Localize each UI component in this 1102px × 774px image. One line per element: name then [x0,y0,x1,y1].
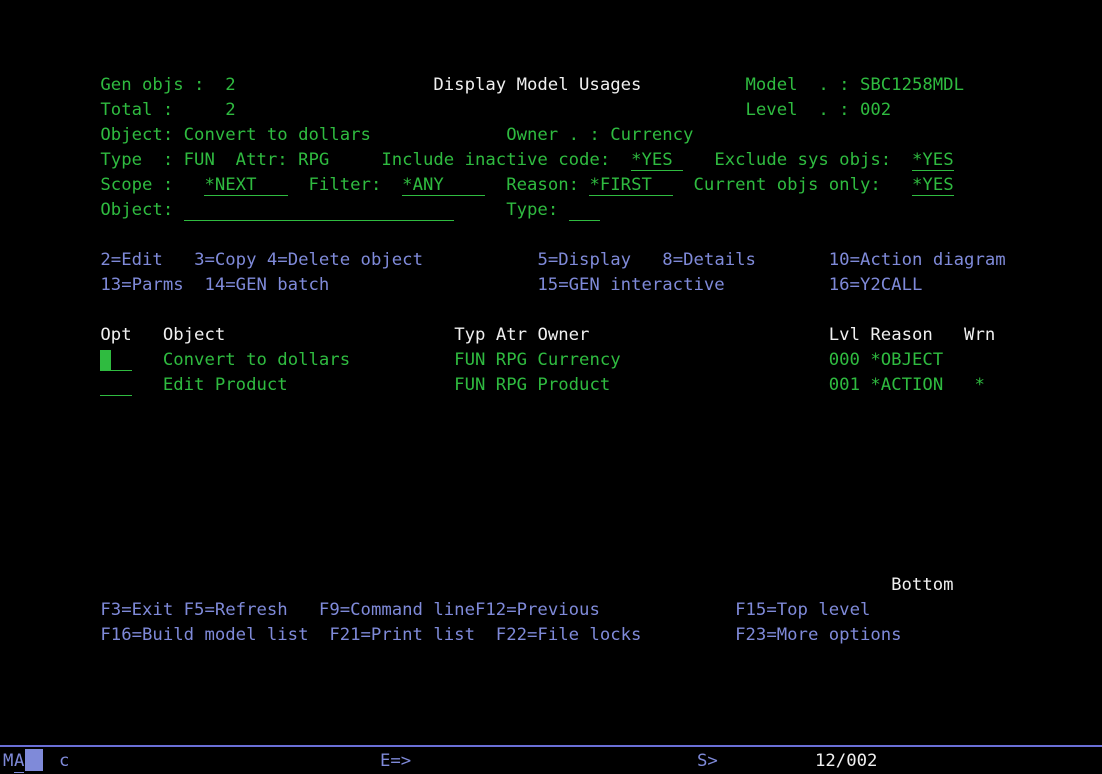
value-total: 2 [225,100,236,120]
input-exclude-sys-objs[interactable]: *YES [912,150,954,171]
field-model: Model . : SBC1258MDL [745,75,965,95]
terminal-row-9: 13=Parms 14=GEN batch 15=GEN interactive… [90,273,922,298]
input-object[interactable] [183,200,455,221]
col-header-reason: Reason [870,325,933,345]
cell-owner-2: Product [537,375,611,395]
label-include-inactive-code: Include inactive code: [381,150,611,170]
label-total: Total : [100,100,174,120]
option-4-delete-object: 4=Delete object [266,250,423,270]
input-scope[interactable]: *NEXT [204,175,288,196]
input-current-objs-only[interactable]: *YES [912,175,954,196]
fkey-f16-build-model-list: F16=Build model list [100,625,309,645]
option-5-display: 5=Display [537,250,632,270]
col-header-wrn: Wrn [964,325,996,345]
fkey-f12-previous: F12=Previous [475,600,600,620]
cell-atr-2: RPG [495,375,528,395]
oia-error-indicator: E=> [380,751,412,771]
option-2-edit: 2=Edit [100,250,163,270]
fkey-f23-more-options: F23=More options [735,625,902,645]
terminal-row-1: Gen objs : 2 Display Model Usages Model … [90,73,964,98]
fkey-f22-file-locks: F22=File locks [495,625,642,645]
terminal-row-13: Edit Product FUN RPG Product 001 *ACTION… [90,373,985,398]
fkey-f5-refresh: F5=Refresh [183,600,288,620]
cell-lvl-1: 000 [828,350,860,370]
terminal-row-21: Bottom [90,573,954,598]
field-type-attr: Type : FUN Attr: RPG [100,150,330,170]
col-header-lvl: Lvl [828,325,860,345]
label-object-entry: Object: [100,200,174,220]
cell-lvl-2: 001 [828,375,860,395]
cell-owner-1: Currency [537,350,621,370]
field-object-name: Object: Convert to dollars [100,125,371,145]
input-filter[interactable]: *ANY [402,175,486,196]
cell-wrn-2: * [974,375,985,395]
terminal-row-22: F3=Exit F5=Refresh F9=Command lineF12=Pr… [90,598,870,623]
terminal-row-12: Convert to dollars FUN RPG Currency 000 … [90,348,943,373]
fkey-f9-command-line: F9=Command line [318,600,475,620]
fkey-f3-exit: F3=Exit [100,600,174,620]
col-header-object: Object [162,325,226,345]
cell-object-2: Edit Product [162,375,288,395]
text-cursor [100,350,112,370]
cell-object-1: Convert to dollars [162,350,351,370]
label-gen-objs: Gen objs : [100,75,205,95]
oia-separator-line [0,745,1102,747]
terminal-row-2: Total : 2 Level . : 002 [90,98,891,123]
label-current-objs-only: Current objs only: [693,175,881,195]
oia-keyboard-indicator: A [14,751,25,773]
cell-reason-1: *OBJECT [870,350,944,370]
terminal-row-4: Type : FUN Attr: RPG Include inactive co… [90,148,954,173]
label-exclude-sys-objs: Exclude sys objs: [714,150,892,170]
oia-mode-indicator: c [59,751,70,771]
option-10-action-diagram: 10=Action diagram [828,250,1006,270]
input-reason[interactable]: *FIRST [589,175,673,196]
terminal-row-6: Object: Type: [90,198,600,223]
terminal-row-23: F16=Build model list F21=Print list F22=… [90,623,902,648]
oia-message-indicator: M [3,751,14,771]
option-16-y2call: 16=Y2CALL [828,275,923,295]
cell-atr-1: RPG [495,350,528,370]
oia-system-indicator: S> [697,751,718,771]
list-position-indicator: Bottom [891,575,954,595]
col-header-owner: Owner [537,325,590,345]
fkey-f15-top-level: F15=Top level [735,600,871,620]
terminal-row-11: Opt Object Typ Atr Owner Lvl Reason Wrn [90,323,995,348]
terminal-row-8: 2=Edit 3=Copy 4=Delete object 5=Display … [90,248,1006,273]
input-opt-row-2[interactable] [100,375,132,396]
col-header-opt: Opt [100,325,132,345]
input-include-inactive-code[interactable]: *YES [631,150,684,171]
cell-reason-2: *ACTION [870,375,944,395]
option-15-gen-interactive: 15=GEN interactive [537,275,725,295]
label-scope: Scope : [100,175,174,195]
fkey-f21-print-list: F21=Print list [329,625,475,645]
terminal-row-5: Scope : *NEXT Filter: *ANY Reason: *FIRS… [90,173,954,198]
option-3-copy: 3=Copy [194,250,257,270]
col-header-typ: Typ [454,325,486,345]
col-header-atr: Atr [495,325,528,345]
input-type[interactable] [568,200,600,221]
option-13-parms: 13=Parms [100,275,184,295]
label-reason: Reason: [506,175,580,195]
terminal-row-3: Object: Convert to dollars Owner . : Cur… [90,123,693,148]
oia-cursor-position: 12/002 [815,751,878,771]
cell-typ-2: FUN [454,375,486,395]
oia-input-inhibit-block [25,749,43,771]
label-filter: Filter: [308,175,382,195]
label-type-entry: Type: [506,200,559,220]
option-8-details: 8=Details [662,250,756,270]
field-owner: Owner . : Currency [506,125,694,145]
cell-typ-1: FUN [454,350,486,370]
option-14-gen-batch: 14=GEN batch [204,275,330,295]
field-level: Level . : 002 [745,100,892,120]
screen-title: Display Model Usages [433,75,642,95]
value-gen-objs: 2 [225,75,236,95]
